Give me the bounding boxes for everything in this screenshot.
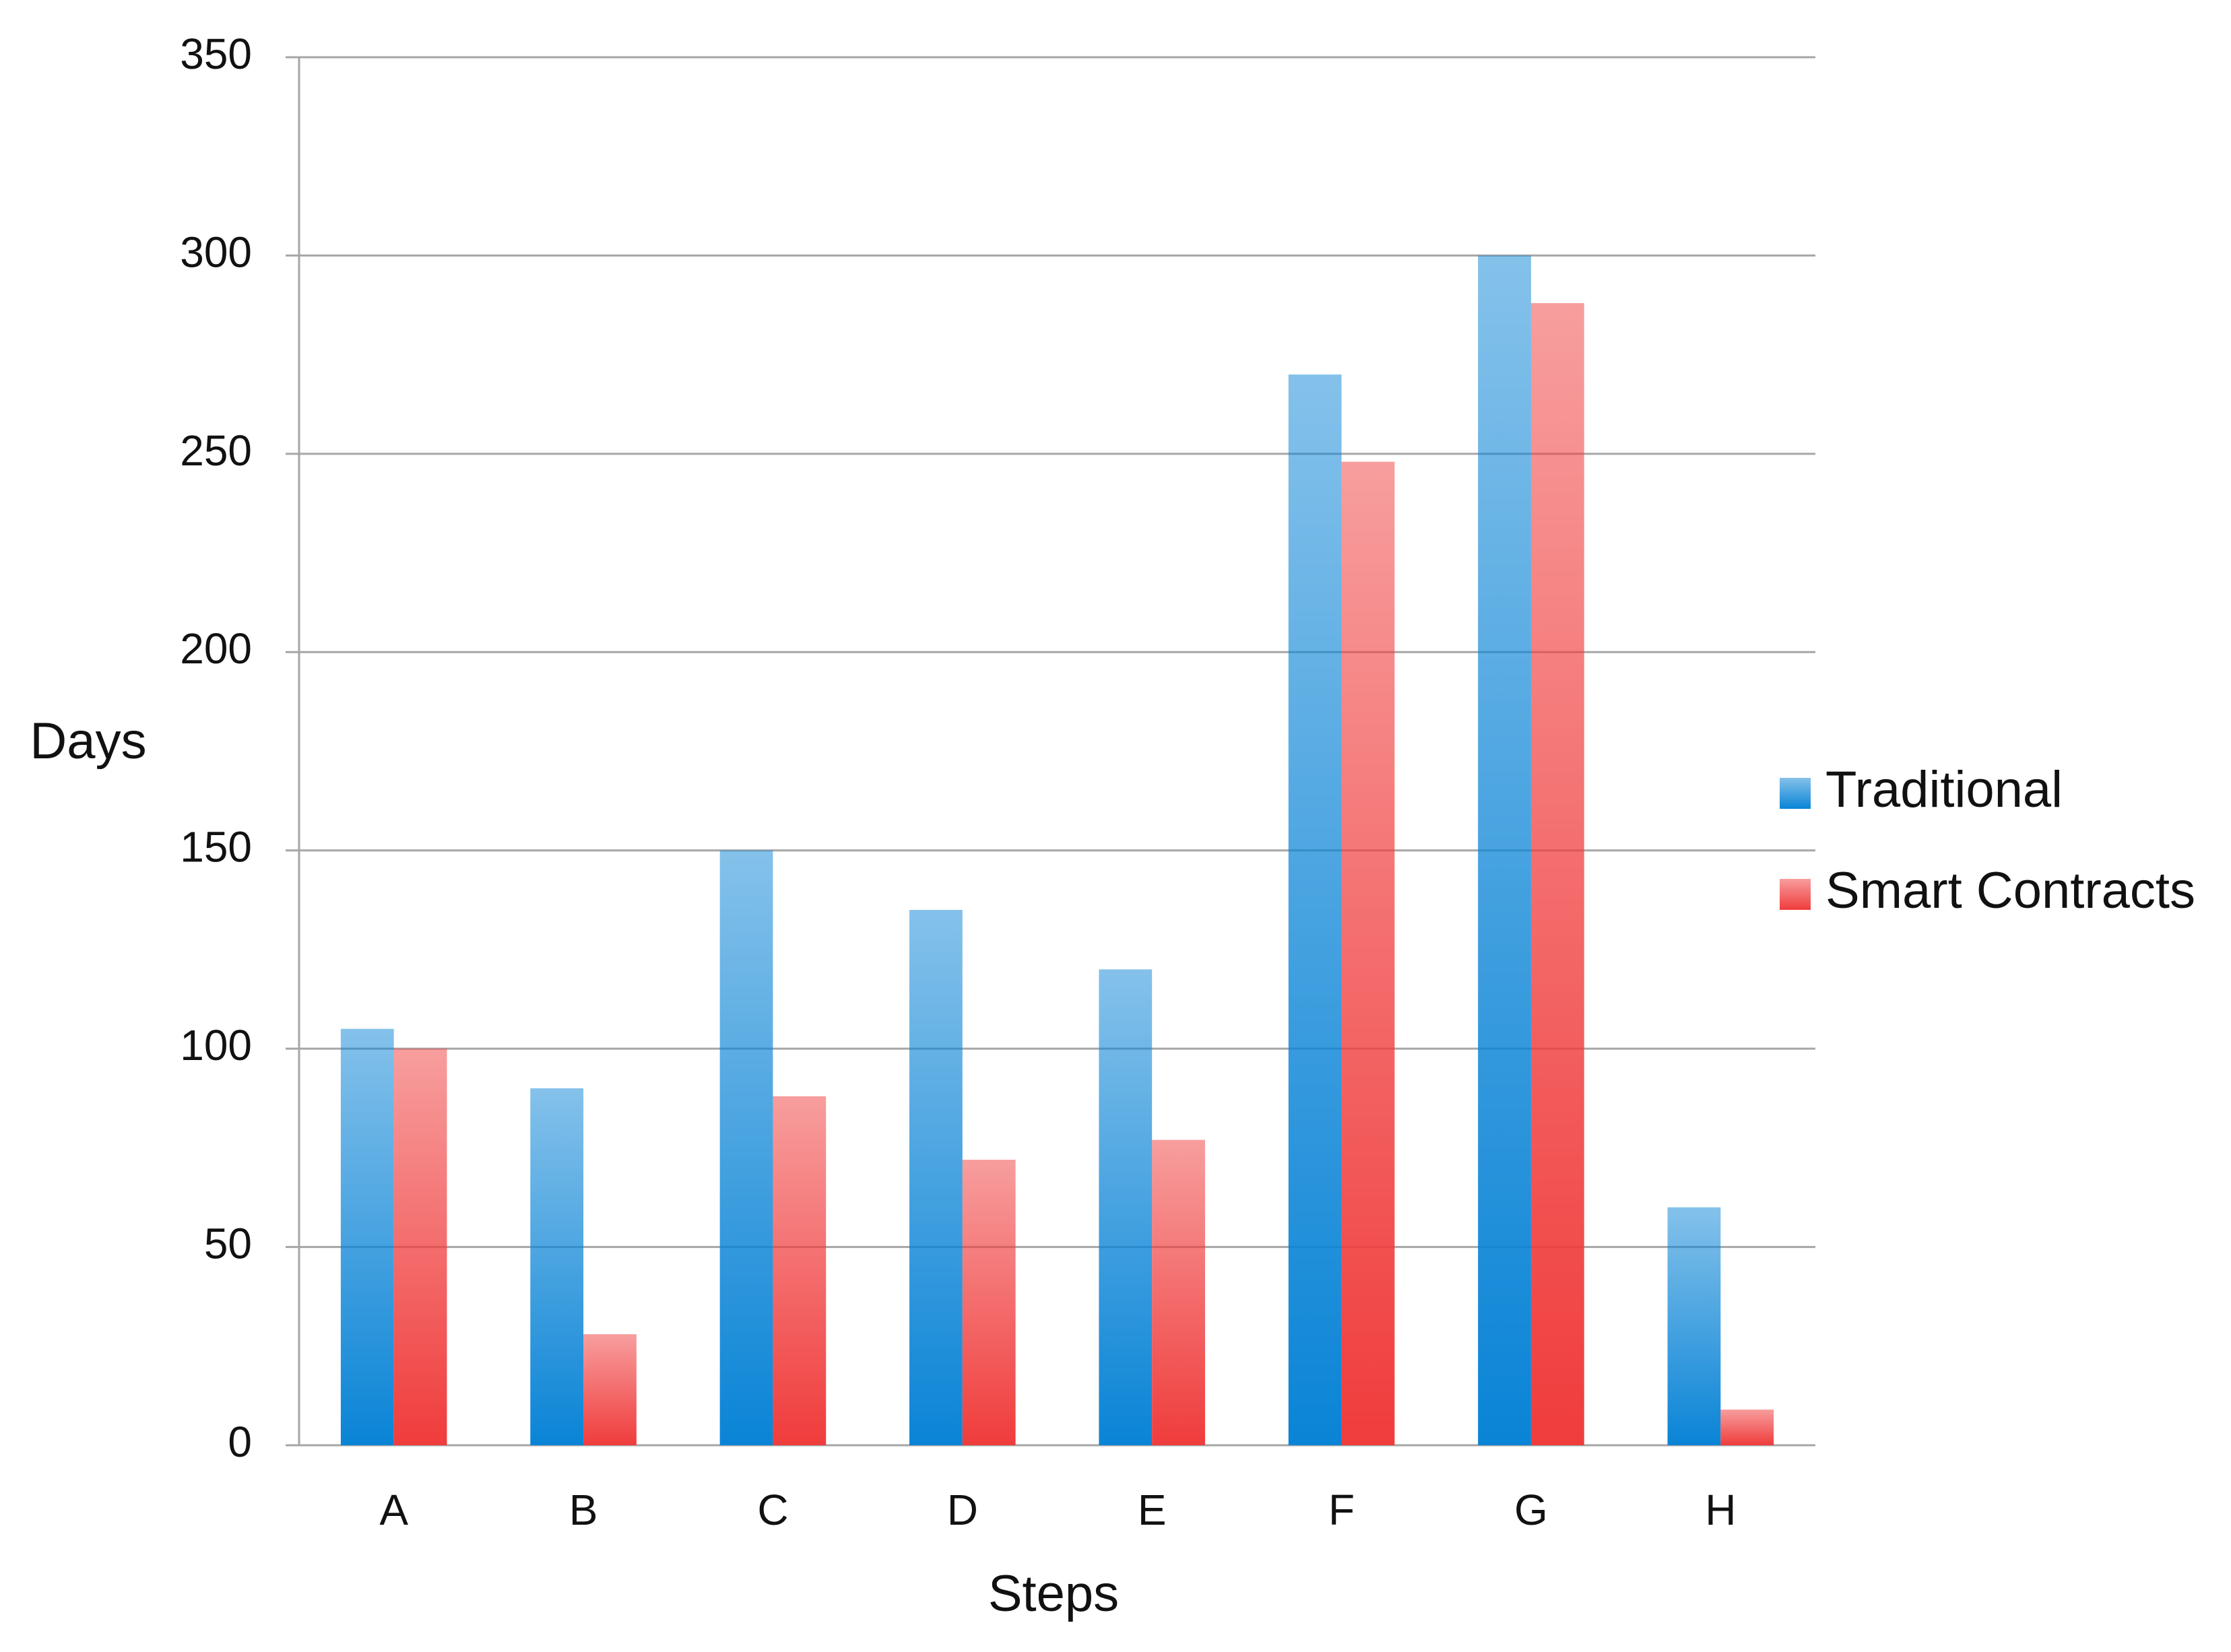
y-tick-label: 50 <box>204 1219 252 1267</box>
y-tick-label: 350 <box>180 30 252 78</box>
bar <box>1530 303 1584 1445</box>
bar <box>909 910 963 1445</box>
bar <box>1667 1207 1721 1445</box>
bar <box>340 1028 394 1445</box>
bar <box>530 1088 584 1445</box>
legend-label: Traditional <box>1825 761 2063 818</box>
legend-swatch <box>1780 778 1811 809</box>
y-tick-label: 150 <box>180 823 252 871</box>
bar <box>583 1334 637 1445</box>
y-tick-label: 200 <box>180 624 252 673</box>
bar <box>1478 255 1531 1445</box>
x-axis-label: Steps <box>988 1565 1119 1622</box>
legend-label: Smart Contracts <box>1825 862 2195 919</box>
x-tick-label: B <box>569 1486 598 1534</box>
bar <box>393 1049 447 1445</box>
x-tick-label: F <box>1328 1486 1355 1534</box>
y-axis-label: Days <box>30 713 146 770</box>
bar <box>1288 374 1342 1445</box>
y-tick-label: 300 <box>180 228 252 276</box>
bar <box>773 1096 827 1445</box>
x-tick-label: C <box>757 1486 788 1534</box>
bar <box>1341 461 1395 1445</box>
x-tick-label: H <box>1705 1486 1736 1534</box>
y-tick-label: 250 <box>180 426 252 475</box>
bar <box>1099 969 1153 1445</box>
y-tick-label: 100 <box>180 1021 252 1069</box>
bar <box>719 850 773 1445</box>
bar <box>1152 1139 1205 1445</box>
x-tick-label: D <box>947 1486 978 1534</box>
y-tick-label: 0 <box>228 1418 252 1466</box>
x-tick-label: A <box>379 1486 408 1534</box>
x-tick-label: E <box>1138 1486 1167 1534</box>
legend-swatch <box>1780 879 1811 910</box>
bar <box>1720 1410 1774 1445</box>
x-tick-label: G <box>1514 1486 1548 1534</box>
bar <box>962 1160 1016 1445</box>
